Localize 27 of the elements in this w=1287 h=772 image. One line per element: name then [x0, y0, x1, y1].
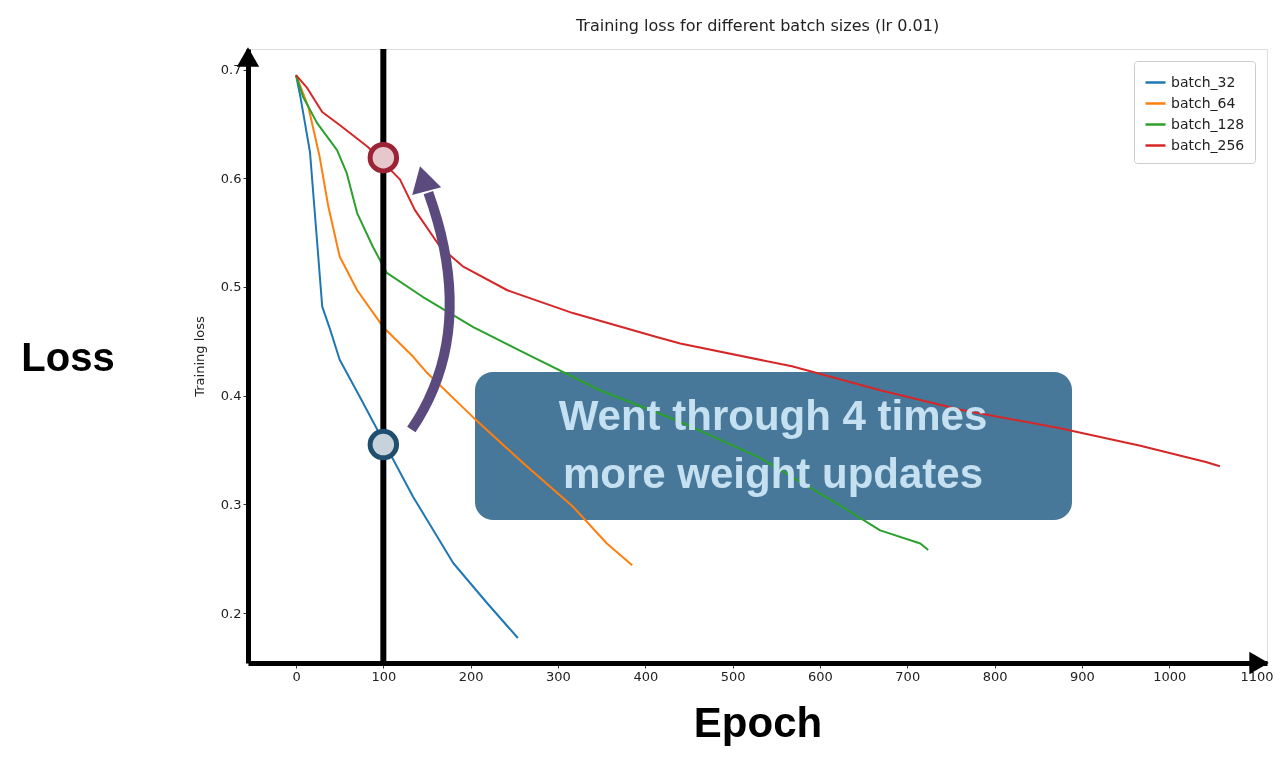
y-tick-label: 0.4 [220, 388, 242, 404]
line-series [295, 74, 519, 640]
y-tick-label: 0.5 [220, 279, 242, 295]
x-tick-label: 900 [1069, 668, 1095, 684]
text: Loss [21, 335, 115, 379]
y-tick-label: 0.3 [220, 496, 242, 512]
x-tick-label: 0 [292, 668, 301, 684]
x-tick-label: 400 [633, 668, 659, 684]
y-tick-label: 0.7 [220, 62, 242, 78]
y-tick-label: 0.6 [220, 170, 242, 186]
chart-title: Training loss for different batch sizes (lr 0.01) [574, 16, 940, 35]
x-tick-label: 500 [720, 668, 746, 684]
x-tick-label: 1000 [1153, 668, 1187, 684]
x-axis-title: Epoch [693, 698, 823, 746]
y-tick-label: 0.2 [220, 605, 242, 621]
x-tick-label: 1100 [1240, 668, 1274, 684]
x-tick-label: 300 [546, 668, 571, 684]
x-tick-label: 700 [895, 668, 921, 684]
legend-label: batch_64 [1171, 94, 1236, 111]
x-tick-label: 100 [371, 668, 397, 684]
y-axis-title: Training loss [191, 316, 207, 398]
legend-label: batch_256 [1171, 136, 1245, 153]
x-tick-label: 200 [458, 668, 484, 684]
x-tick-label: 800 [982, 668, 1008, 684]
legend-label: batch_32 [1171, 73, 1236, 90]
x-tick-label: 600 [808, 668, 833, 684]
legend-label: batch_128 [1171, 115, 1245, 132]
